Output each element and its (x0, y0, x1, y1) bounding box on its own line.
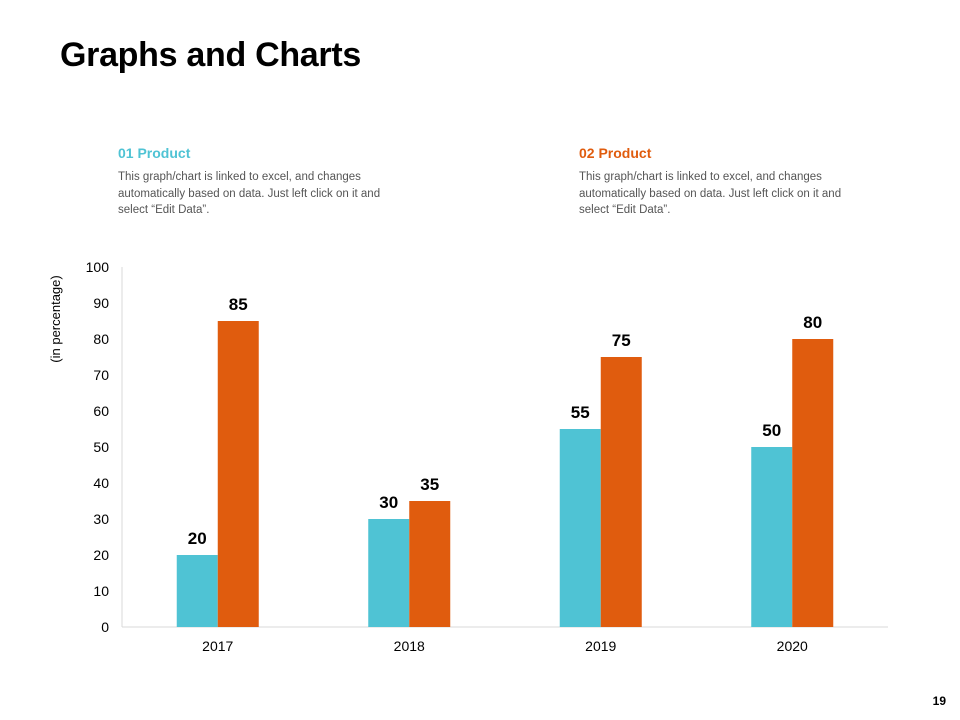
bar-product-2-2019 (600, 357, 642, 627)
page-title: Graphs and Charts (60, 36, 361, 74)
y-axis-ticks: 0 10 20 30 40 50 60 70 80 90 100 (86, 259, 110, 635)
data-label: 85 (229, 295, 248, 314)
data-label: 50 (762, 421, 781, 440)
y-axis-label: (in percentage) (48, 275, 63, 362)
data-label: 75 (612, 331, 631, 350)
data-label: 20 (188, 529, 207, 548)
data-labels: 20 85 30 35 55 75 50 80 (188, 295, 822, 548)
legend-heading-product-2: 02 Product (579, 145, 652, 161)
data-label: 30 (379, 493, 398, 512)
y-tick-label: 50 (93, 439, 109, 455)
bar-product-2-2018 (409, 501, 451, 627)
y-tick-label: 40 (93, 475, 109, 491)
data-label: 35 (420, 475, 439, 494)
y-tick-label: 100 (86, 259, 110, 275)
bar-product-1-2019 (559, 429, 601, 627)
bar-product-2-2017 (217, 321, 259, 627)
legend-product-2: 02 Product This graph/chart is linked to… (579, 145, 849, 219)
bar-product-1-2017 (176, 555, 218, 627)
data-label: 55 (571, 403, 590, 422)
x-tick-label: 2020 (777, 638, 808, 654)
page-number: 19 (932, 694, 946, 708)
x-tick-label: 2019 (585, 638, 616, 654)
y-tick-label: 90 (93, 295, 109, 311)
x-tick-label: 2018 (394, 638, 425, 654)
legend-description-product-1: This graph/chart is linked to excel, and… (118, 171, 381, 216)
x-tick-label: 2017 (202, 638, 233, 654)
y-tick-label: 70 (93, 367, 109, 383)
y-tick-label: 0 (101, 619, 109, 635)
y-tick-label: 80 (93, 331, 109, 347)
x-axis-ticks: 2017 2018 2019 2020 (202, 638, 808, 654)
legend-product-1: 01 Product This graph/chart is linked to… (118, 145, 388, 219)
y-tick-label: 30 (93, 511, 109, 527)
bar-product-2-2020 (792, 339, 834, 627)
legend-heading-product-1: 01 Product (118, 145, 191, 161)
data-label: 80 (803, 313, 822, 332)
y-tick-label: 20 (93, 547, 109, 563)
bar-product-1-2018 (368, 519, 410, 627)
legend-description-product-2: This graph/chart is linked to excel, and… (579, 171, 842, 216)
bar-product-1-2020 (751, 447, 793, 627)
y-tick-label: 10 (93, 583, 109, 599)
y-tick-label: 60 (93, 403, 109, 419)
bars (176, 321, 834, 627)
